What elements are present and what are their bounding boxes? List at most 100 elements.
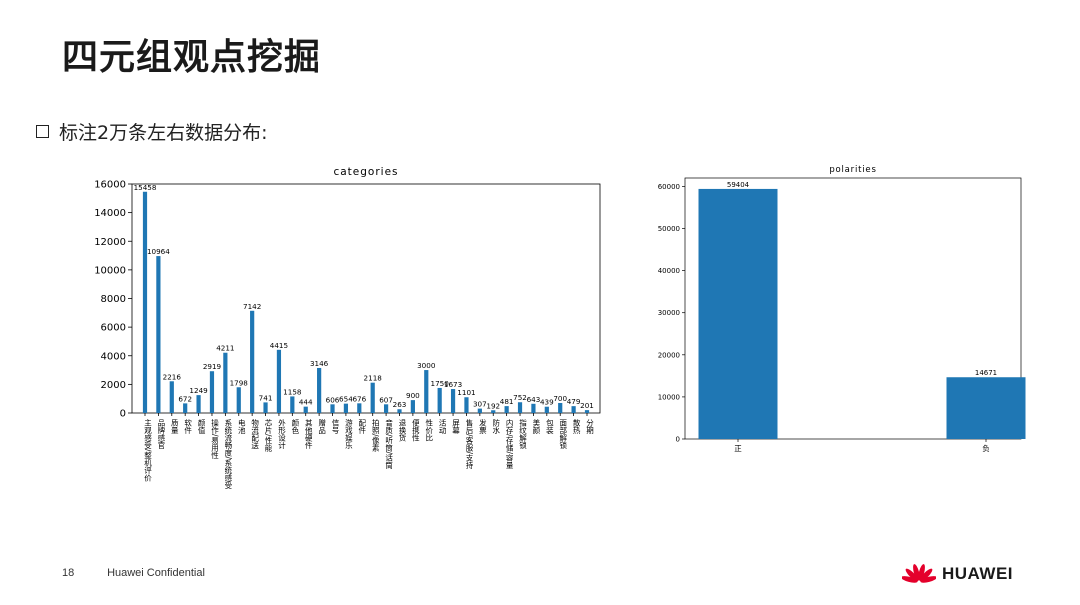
x-tick-label: 游戏娱乐 <box>344 418 353 450</box>
x-tick-label: 系统流畅度/系统感受 <box>224 418 233 491</box>
bar <box>558 402 563 413</box>
x-tick-label: 音质/听筒/话筒 <box>384 418 393 471</box>
x-tick-label: 芯片/性能 <box>264 418 273 453</box>
y-tick-label: 12000 <box>95 237 126 248</box>
data-label: 444 <box>299 398 313 407</box>
bar <box>303 406 308 413</box>
x-tick-label: 性价比 <box>425 418 434 443</box>
bar <box>317 367 322 413</box>
data-label: 4415 <box>270 341 288 350</box>
bar <box>236 387 241 413</box>
bar <box>424 370 429 413</box>
bar <box>464 397 469 413</box>
data-label: 676 <box>352 394 366 403</box>
y-tick-label: 30000 <box>658 309 680 317</box>
data-label: 307 <box>473 400 487 409</box>
bar <box>250 310 255 413</box>
data-label: 14671 <box>975 369 997 377</box>
data-label: 201 <box>580 401 594 410</box>
bar <box>142 191 148 413</box>
x-tick-label: 软件 <box>183 418 192 436</box>
logo-petal <box>905 568 919 582</box>
data-label: 3146 <box>310 359 329 368</box>
page-number: 18 <box>62 567 75 579</box>
x-tick-label: 品牌感官 <box>157 419 166 451</box>
bar <box>209 371 215 413</box>
data-label: 479 <box>567 397 581 406</box>
y-tick-label: 10000 <box>95 265 126 276</box>
y-tick-label: 4000 <box>101 351 126 362</box>
x-tick-label: 主观感受/整机评价 <box>143 418 152 482</box>
plot-frame <box>684 177 1022 440</box>
bar <box>183 403 188 413</box>
data-label: 606 <box>326 395 340 404</box>
bar <box>504 406 509 413</box>
bullet-text: 标注2万条左右数据分布: <box>59 122 268 144</box>
y-tick-label: 10000 <box>658 393 680 401</box>
y-tick-label: 8000 <box>101 294 126 305</box>
y-tick-label: 0 <box>676 436 680 444</box>
x-tick-label: 便携性 <box>411 418 420 442</box>
data-label: 643 <box>527 395 541 404</box>
bar <box>946 377 1026 439</box>
data-label: 607 <box>379 395 393 404</box>
x-tick-label: 其他硬件 <box>304 419 313 451</box>
y-tick-label: 16000 <box>95 180 126 191</box>
x-tick-label: 散热 <box>572 418 581 436</box>
huawei-logo: HUAWEI <box>902 561 1013 587</box>
logo-text: HUAWEI <box>942 564 1013 583</box>
x-tick-label: 售后/客服/支持 <box>465 418 474 471</box>
x-tick-label: 配件 <box>358 419 367 436</box>
logo-petal <box>913 564 920 581</box>
data-label: 741 <box>259 393 273 402</box>
x-tick-label: 质量 <box>170 418 179 435</box>
y-tick-label: 60000 <box>658 183 680 191</box>
checkbox-bullet-icon <box>36 125 49 138</box>
bar <box>410 400 415 413</box>
bar <box>330 404 335 413</box>
data-label: 7142 <box>243 302 261 311</box>
x-tick-label: 包装 <box>545 418 554 436</box>
y-tick-label: 0 <box>120 409 126 420</box>
bar <box>450 389 456 413</box>
bar <box>477 408 482 413</box>
data-label: 263 <box>393 400 407 409</box>
y-tick-label: 50000 <box>658 225 680 233</box>
bar <box>437 387 442 413</box>
data-label: 2118 <box>364 374 383 383</box>
data-label: 654 <box>339 395 353 404</box>
data-label: 10964 <box>147 247 170 256</box>
x-tick-label: 外形设计 <box>277 418 286 451</box>
data-label: 1673 <box>444 380 462 389</box>
data-label: 2919 <box>203 362 222 371</box>
bar <box>290 396 295 413</box>
x-tick-label: 颜色 <box>291 418 300 435</box>
data-label: 700 <box>553 394 567 403</box>
x-tick-label: 负 <box>982 443 990 453</box>
bar <box>517 402 523 413</box>
bullet-point: 标注2万条左右数据分布: <box>36 118 268 145</box>
x-tick-label: 面部解锁 <box>558 419 567 451</box>
x-tick-label: 防水 <box>491 418 500 435</box>
data-label: 59404 <box>727 181 750 189</box>
bar <box>223 352 228 413</box>
y-tick-label: 20000 <box>658 351 680 359</box>
x-tick-label: 信号 <box>331 418 340 436</box>
data-label: 1249 <box>189 386 208 395</box>
data-label: 900 <box>406 391 420 400</box>
x-tick-label: 电池 <box>237 418 246 435</box>
bar <box>196 395 201 413</box>
polarities-chart: polarities 0 10000 20000 30000 40000 50000 6000… <box>658 165 1026 453</box>
y-tick-label: 6000 <box>101 323 126 334</box>
data-label: 1750 <box>431 379 450 388</box>
data-label: 15458 <box>134 183 157 192</box>
data-label: 2216 <box>163 372 182 381</box>
data-label: 481 <box>500 397 514 406</box>
x-tick-label: 活动 <box>438 418 447 436</box>
huawei-flower-icon <box>902 564 936 583</box>
bar <box>397 409 402 413</box>
x-tick-label: 屏幕 <box>451 419 460 436</box>
x-tick-label: 分期 <box>585 419 594 436</box>
x-tick-label: 内存/存储/容量 <box>505 418 514 470</box>
chart-title: categories <box>333 166 398 178</box>
